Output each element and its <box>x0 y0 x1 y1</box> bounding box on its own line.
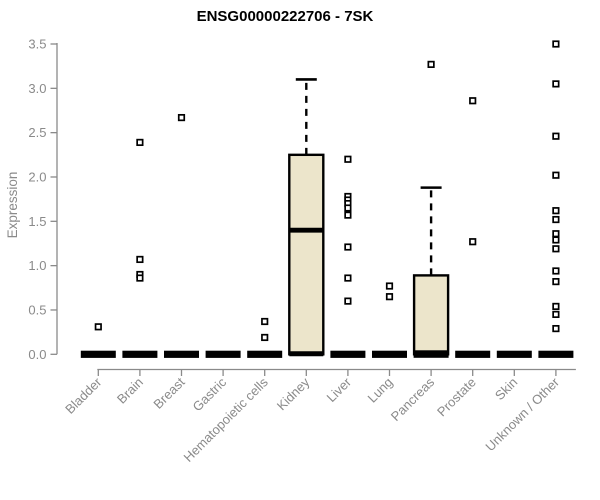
boxplot-brain <box>122 138 158 358</box>
y-tick-label: 3.5 <box>28 37 46 52</box>
outlier-marker <box>469 97 477 105</box>
x-category-label-pancreas: Pancreas <box>388 374 438 424</box>
outlier-marker <box>552 230 560 238</box>
boxplot-lung <box>372 282 407 358</box>
flat-box-bar <box>205 350 241 358</box>
box-rect <box>288 153 325 356</box>
plot-area: 0.0 0.5 1.0 1.5 2.0 2.5 3.0 3.5 Bladder Brain Brea… <box>28 37 576 465</box>
outlier-marker <box>552 171 560 179</box>
outlier-marker <box>94 323 102 331</box>
x-category-label-bladder: Bladder <box>62 374 105 417</box>
outlier-marker <box>261 333 269 342</box>
boxplot-kidney <box>288 78 325 357</box>
outlier-marker <box>552 278 560 286</box>
x-category-label-prostate: Prostate <box>434 375 479 420</box>
x-category-label-unknown-other: Unknown / Other <box>482 374 562 454</box>
x-category-label-liver: Liver <box>323 374 354 405</box>
outlier-marker <box>344 297 352 305</box>
outlier-marker <box>552 40 560 48</box>
x-category-label-brain: Brain <box>114 375 146 407</box>
outlier-marker <box>344 155 352 163</box>
outlier-marker <box>552 132 560 140</box>
box-rect <box>412 274 450 356</box>
boxplot-unknown-other <box>538 40 574 358</box>
outlier-marker <box>136 274 144 282</box>
flat-box-bar <box>496 350 532 358</box>
outlier-marker <box>385 282 394 290</box>
y-axis-label: Expression <box>5 172 20 239</box>
outlier-marker <box>552 207 560 215</box>
outlier-marker <box>552 245 560 253</box>
boxplot-skin <box>496 350 532 358</box>
y-tick-label: 0.5 <box>28 302 46 317</box>
boxplot-gastric <box>205 350 241 358</box>
outlier-marker <box>261 317 269 326</box>
outlier-marker <box>344 274 352 282</box>
outlier-marker <box>552 267 560 275</box>
outlier-marker <box>552 215 560 224</box>
y-tick-label: 0.0 <box>28 347 46 362</box>
outlier-marker <box>385 293 394 301</box>
outlier-marker <box>552 310 560 319</box>
outlier-marker <box>136 255 144 264</box>
outlier-marker <box>552 80 560 88</box>
outlier-marker <box>552 324 560 333</box>
flat-box-bar <box>80 350 116 358</box>
outlier-marker <box>469 238 477 246</box>
boxplot-prostate <box>455 97 491 358</box>
outlier-marker <box>344 211 352 219</box>
outlier-marker <box>427 60 435 68</box>
y-tick-label: 3.0 <box>28 81 46 96</box>
flat-box-bar <box>372 350 407 358</box>
outlier-marker <box>177 113 186 122</box>
x-category-label-kidney: Kidney <box>274 374 313 413</box>
flat-box-bar <box>330 350 366 358</box>
boxplot-liver <box>330 155 366 358</box>
x-category-label-gastric: Gastric <box>190 374 230 414</box>
outlier-marker <box>552 236 560 244</box>
boxplot-bladder <box>80 323 116 358</box>
flat-box-bar <box>122 350 158 358</box>
x-category-label-lung: Lung <box>365 375 396 406</box>
x-category-label-skin: Skin <box>492 375 520 403</box>
boxplot-hematopoietic-cells <box>247 317 283 358</box>
outlier-marker <box>344 243 352 251</box>
x-category-label-breast: Breast <box>150 374 187 411</box>
y-tick-label: 1.5 <box>28 214 46 229</box>
y-tick-label: 2.5 <box>28 125 46 140</box>
y-tick-label: 2.0 <box>28 169 46 184</box>
outlier-marker <box>344 204 352 212</box>
median-line <box>413 350 449 358</box>
flat-box-bar <box>455 350 491 358</box>
flat-box-bar <box>164 350 199 358</box>
chart-title: ENSG00000222706 - 7SK <box>197 8 374 25</box>
outlier-marker <box>552 302 560 311</box>
boxplot-pancreas <box>412 60 450 358</box>
flat-box-bar <box>247 350 283 358</box>
flat-box-bar <box>538 350 574 358</box>
y-tick-label: 1.0 <box>28 258 46 273</box>
outlier-marker <box>136 138 144 147</box>
boxplot-breast <box>164 113 199 358</box>
